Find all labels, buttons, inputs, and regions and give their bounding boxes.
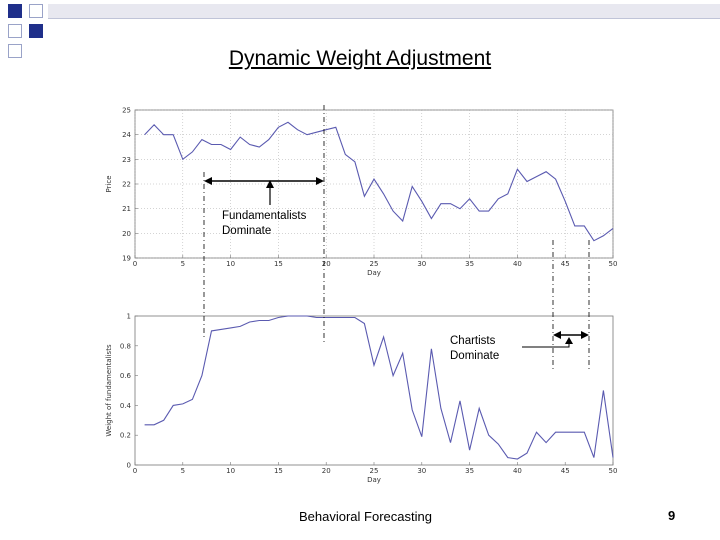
y-axis-label: Price — [105, 175, 113, 192]
corner-square-decoration — [29, 4, 43, 18]
series-line — [144, 315, 614, 460]
corner-square-decoration — [8, 24, 22, 38]
plot-frame — [134, 315, 614, 466]
arrow-head — [266, 180, 274, 188]
x-tick-label: 15 — [274, 467, 283, 475]
corner-square-decoration — [8, 44, 22, 58]
y-tick-label: 0.6 — [120, 372, 132, 380]
header-rule — [48, 4, 720, 19]
arrow-head — [204, 177, 212, 185]
x-tick-label: 10 — [226, 260, 235, 268]
annotations: Fundamentalists Dominate Chartists Dominate — [203, 105, 590, 370]
corner-square-decoration — [8, 4, 22, 18]
arrow-head — [581, 331, 589, 339]
x-tick-label: 20 — [322, 260, 331, 268]
x-axis-label: Day — [367, 269, 381, 277]
annotation-label: Dominate — [222, 225, 271, 237]
x-tick-label: 40 — [513, 467, 522, 475]
x-tick-label: 45 — [561, 467, 570, 475]
arrow-head — [316, 177, 324, 185]
y-tick-label: 0.2 — [120, 432, 131, 440]
x-tick-label: 0 — [133, 467, 137, 475]
y-tick-label: 0.4 — [120, 402, 132, 410]
y-tick-label: 19 — [122, 255, 131, 263]
x-tick-label: 20 — [322, 467, 331, 475]
page-number: 9 — [668, 508, 676, 523]
arrow-head — [553, 331, 561, 339]
x-tick-label: 30 — [417, 260, 426, 268]
x-tick-label: 15 — [274, 260, 283, 268]
x-tick-label: 45 — [561, 260, 570, 268]
y-axis-label: Weight of fundamentalists — [105, 344, 113, 437]
plot-frame — [134, 109, 614, 259]
y-tick-label: 0 — [127, 462, 131, 470]
slide-footer: Behavioral Forecasting — [299, 509, 432, 524]
x-tick-label: 5 — [181, 260, 185, 268]
price-chart: 0 5 10 15 20 25 30 35 40 45 5019202122232425DayPri… — [105, 107, 617, 278]
y-tick-label: 25 — [122, 107, 131, 115]
slide-title: Dynamic Weight Adjustment — [228, 47, 492, 70]
pointer-arrow-line — [522, 342, 570, 348]
corner-square-decoration — [29, 24, 43, 38]
x-tick-label: 35 — [465, 260, 474, 268]
x-tick-label: 25 — [370, 467, 379, 475]
annotation-label: Chartists — [450, 335, 496, 347]
y-tick-label: 24 — [122, 131, 131, 139]
series-line — [144, 121, 614, 242]
x-tick-label: 5 — [181, 467, 185, 475]
x-tick-label: 50 — [609, 467, 618, 475]
annotation-label: Dominate — [450, 350, 499, 362]
x-tick-label: 10 — [226, 467, 235, 475]
y-tick-label: 22 — [122, 181, 131, 189]
x-tick-label: 25 — [370, 260, 379, 268]
y-tick-label: 23 — [122, 156, 131, 164]
x-tick-label: 0 — [133, 260, 137, 268]
y-tick-label: 0.8 — [120, 342, 131, 350]
x-tick-label: 30 — [417, 467, 426, 475]
weight-chart: 0 5 10 15 20 25 30 35 40 45 50 0 0.2 0.4 0.6 0.8 1 Day Wei… — [105, 313, 617, 485]
x-tick-label: 50 — [609, 260, 618, 268]
y-tick-label: 21 — [122, 205, 131, 213]
annotation-label: Fundamentalists — [222, 210, 307, 222]
y-tick-label: 1 — [127, 313, 131, 321]
x-tick-label: 35 — [465, 467, 474, 475]
arrow-head — [565, 337, 573, 344]
y-tick-label: 20 — [122, 230, 131, 238]
x-tick-label: 40 — [513, 260, 522, 268]
x-axis-label: Day — [367, 476, 381, 484]
